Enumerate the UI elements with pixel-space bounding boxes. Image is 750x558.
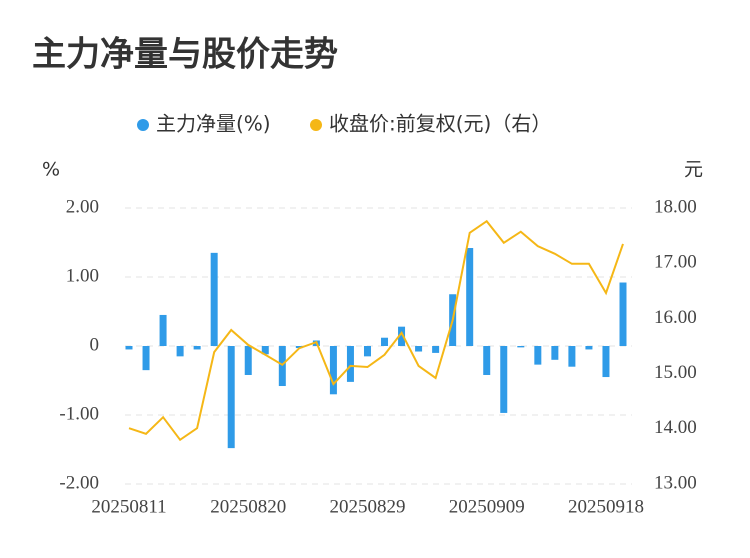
y-tick-label: 1.00 xyxy=(66,265,99,286)
bar xyxy=(568,346,576,367)
y-tick-label: 2.00 xyxy=(66,196,99,217)
bar xyxy=(398,326,406,346)
y-tick-label: -2.00 xyxy=(59,472,99,493)
bar xyxy=(295,346,303,349)
bar xyxy=(159,314,167,346)
bar xyxy=(517,346,525,348)
bar xyxy=(176,346,184,357)
x-tick-label: 20250820 xyxy=(210,496,286,517)
x-tick-label: 20250829 xyxy=(329,496,405,517)
legend-label: 收盘价:前复权(元)（右） xyxy=(329,112,551,136)
legend-label: 主力净量(%) xyxy=(156,112,271,136)
y2-axis-label: 元 xyxy=(684,159,703,181)
y2-tick-label: 15.00 xyxy=(654,362,697,383)
bar xyxy=(261,346,269,355)
bar xyxy=(142,346,150,371)
bar xyxy=(125,346,133,350)
bar xyxy=(551,346,559,360)
x-tick-label: 20250909 xyxy=(449,496,525,517)
y-axis-label: % xyxy=(42,159,60,181)
bar xyxy=(227,346,235,449)
x-tick-label: 20250811 xyxy=(91,496,166,517)
bar xyxy=(210,252,218,346)
x-tick-label: 20250918 xyxy=(568,496,644,517)
bar xyxy=(278,346,286,387)
bar xyxy=(415,346,423,352)
bar xyxy=(534,346,542,365)
bar xyxy=(193,346,201,350)
legend-marker xyxy=(137,119,149,131)
bar xyxy=(329,346,337,395)
bar xyxy=(619,282,627,346)
bar xyxy=(483,346,491,375)
bar xyxy=(432,346,440,353)
y2-tick-label: 14.00 xyxy=(654,417,697,438)
y2-tick-label: 16.00 xyxy=(654,307,697,328)
y-tick-label: -1.00 xyxy=(59,403,99,424)
bar xyxy=(466,248,474,346)
bar xyxy=(346,346,354,382)
y2-tick-label: 17.00 xyxy=(654,252,697,273)
legend-marker xyxy=(310,119,322,131)
bar xyxy=(585,346,593,350)
bar xyxy=(602,346,610,378)
y-tick-label: 0 xyxy=(90,334,100,355)
y2-tick-label: 13.00 xyxy=(654,472,697,493)
price-line xyxy=(128,219,624,442)
bar xyxy=(244,346,252,375)
bar xyxy=(381,337,389,346)
bar xyxy=(500,346,508,413)
bar xyxy=(363,346,371,357)
y2-tick-label: 18.00 xyxy=(654,196,697,217)
chart-title: 主力净量与股价走势 xyxy=(32,35,338,75)
